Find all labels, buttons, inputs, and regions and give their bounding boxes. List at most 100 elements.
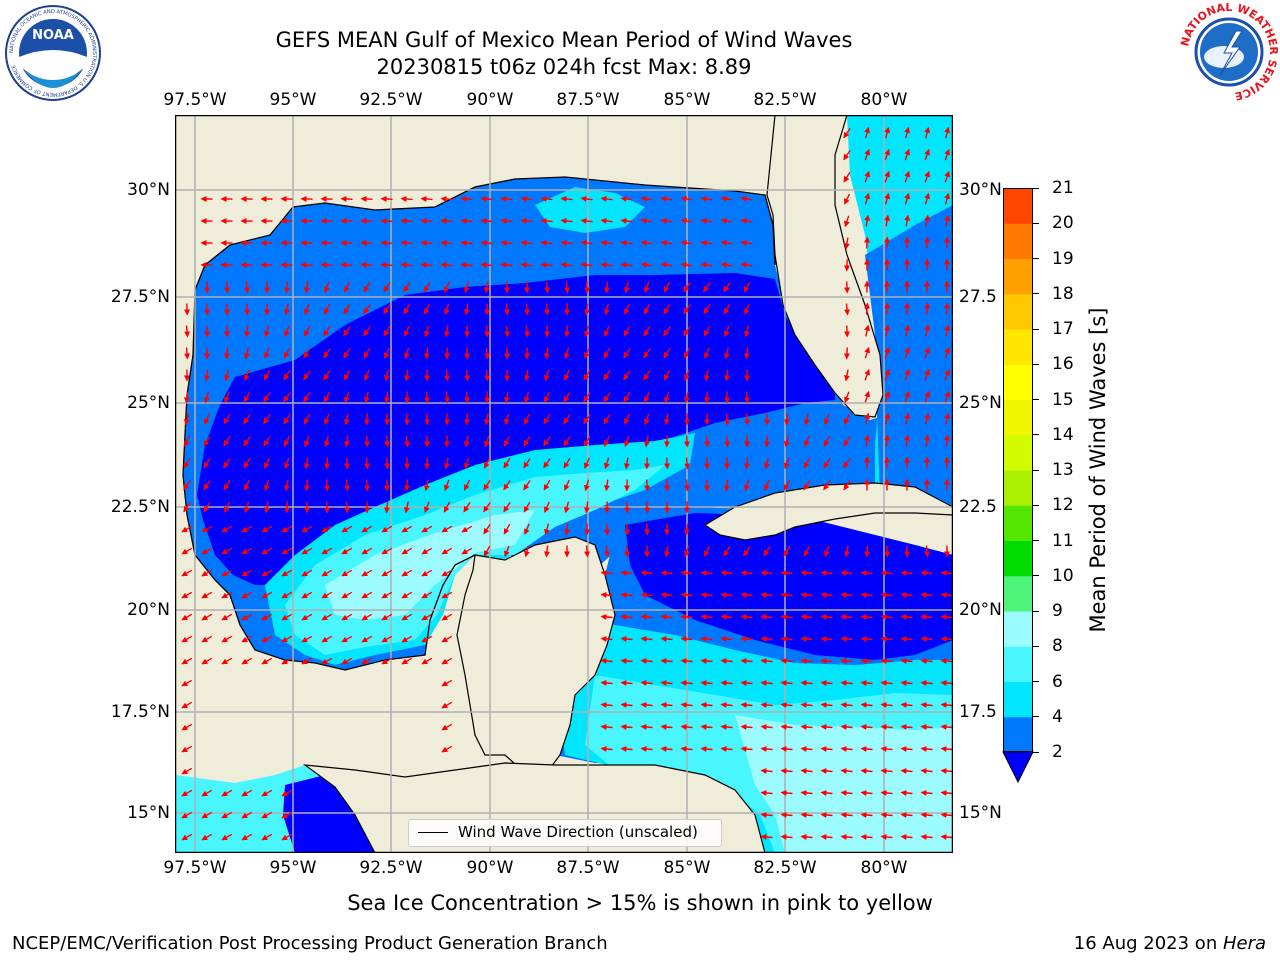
- wind-arrow: [261, 657, 273, 665]
- wind-arrow: [203, 435, 211, 447]
- wind-arrow: [740, 657, 753, 664]
- footer-machine: Hera: [1222, 933, 1266, 954]
- wind-arrow: [800, 591, 813, 598]
- wind-arrow: [420, 261, 433, 268]
- wind-arrow: [343, 413, 350, 426]
- wind-arrow: [884, 170, 890, 183]
- wind-arrow: [843, 171, 851, 183]
- wind-arrow: [720, 239, 733, 246]
- colorbar-segment: [1003, 470, 1033, 506]
- wind-arrow: [840, 635, 853, 642]
- wind-arrow: [680, 679, 693, 686]
- wind-arrow: [384, 347, 390, 360]
- wind-arrow: [443, 325, 450, 338]
- wind-arrow: [241, 789, 253, 797]
- nws-logo-icon: NATIONAL WEATHER SERVICE: [1180, 3, 1278, 101]
- wind-arrow: [600, 569, 613, 576]
- wind-arrow: [181, 547, 193, 555]
- wind-arrow: [261, 789, 273, 797]
- wind-arrow: [540, 239, 553, 246]
- legend-label: Wind Wave Direction (unscaled): [458, 823, 698, 841]
- wind-arrow: [244, 501, 250, 514]
- wind-arrow: [563, 391, 571, 403]
- wind-arrow: [223, 458, 231, 469]
- wind-arrow: [904, 412, 911, 425]
- wind-arrow: [780, 613, 793, 620]
- wind-arrow: [800, 701, 813, 708]
- wind-arrow: [904, 148, 910, 161]
- wind-arrow: [463, 479, 471, 491]
- wind-arrow: [700, 569, 713, 576]
- wind-arrow: [523, 391, 530, 404]
- wind-arrow: [663, 545, 670, 558]
- colorbar-tick-label: 10: [1052, 565, 1074, 586]
- wind-arrow: [884, 236, 891, 249]
- wind-arrow: [523, 413, 531, 425]
- wind-arrow: [680, 635, 693, 642]
- wind-arrow: [940, 833, 953, 840]
- wind-arrow: [384, 457, 391, 470]
- wind-arrow: [780, 701, 793, 708]
- wind-arrow: [623, 413, 631, 425]
- wind-arrow: [864, 302, 871, 315]
- wind-arrow: [900, 811, 913, 818]
- wind-arrow: [900, 723, 913, 730]
- wind-arrow: [283, 414, 291, 425]
- wind-arrow: [421, 613, 433, 621]
- wind-arrow: [820, 657, 833, 664]
- colorbar-tick-label: 2: [1052, 742, 1063, 762]
- colorbar: [1002, 188, 1034, 784]
- wind-arrow: [944, 170, 950, 183]
- wind-arrow: [740, 613, 753, 620]
- wind-arrow: [763, 457, 770, 470]
- wind-arrow: [640, 657, 653, 664]
- wind-arrow: [644, 523, 651, 536]
- wind-arrow: [203, 369, 210, 382]
- wind-arrow: [421, 657, 433, 665]
- wind-arrow: [740, 679, 753, 686]
- wind-arrow: [281, 613, 293, 621]
- wind-arrow: [440, 239, 453, 246]
- wind-arrow: [863, 545, 870, 558]
- wind-arrow: [920, 789, 933, 796]
- wind-arrow: [683, 391, 690, 404]
- wind-arrow: [720, 701, 733, 708]
- wind-arrow: [904, 214, 911, 227]
- wind-arrow: [623, 348, 631, 359]
- wind-arrow: [321, 635, 333, 643]
- wind-arrow: [944, 434, 951, 447]
- wind-arrow: [261, 613, 273, 621]
- wind-arrow: [403, 282, 411, 293]
- wind-arrow: [600, 613, 613, 620]
- wind-arrow: [281, 789, 293, 797]
- sea-ice-note: Sea Ice Concentration > 15% is shown in …: [347, 891, 933, 915]
- wind-arrow: [624, 501, 631, 514]
- wind-arrow: [880, 635, 893, 642]
- wind-arrow: [920, 767, 933, 774]
- wind-arrow: [504, 545, 510, 558]
- wind-arrow: [181, 701, 193, 709]
- wind-arrow: [920, 635, 933, 642]
- wind-arrow: [600, 261, 613, 268]
- wind-arrow: [343, 326, 351, 337]
- wind-arrow: [680, 613, 693, 620]
- wind-arrow: [401, 591, 413, 599]
- footer-date: 16 Aug 2023 on Hera: [1073, 933, 1266, 954]
- wind-arrow: [920, 833, 933, 840]
- wind-arrow: [201, 613, 213, 621]
- wind-arrow: [441, 701, 453, 709]
- colorbar-tick-mark: [1033, 187, 1039, 189]
- wind-arrow: [760, 613, 773, 620]
- wind-arrow: [620, 701, 633, 708]
- wind-arrow: [783, 435, 790, 448]
- wind-arrow: [900, 767, 913, 774]
- wind-arrow: [840, 833, 853, 840]
- wind-arrow: [223, 436, 231, 447]
- colorbar-tick-mark: [1033, 751, 1039, 753]
- wind-arrow: [843, 413, 851, 425]
- wind-arrow: [243, 457, 251, 469]
- wind-arrow: [664, 457, 671, 470]
- wind-arrow: [363, 347, 371, 359]
- wind-arrow: [401, 613, 413, 621]
- wind-arrow: [463, 303, 470, 316]
